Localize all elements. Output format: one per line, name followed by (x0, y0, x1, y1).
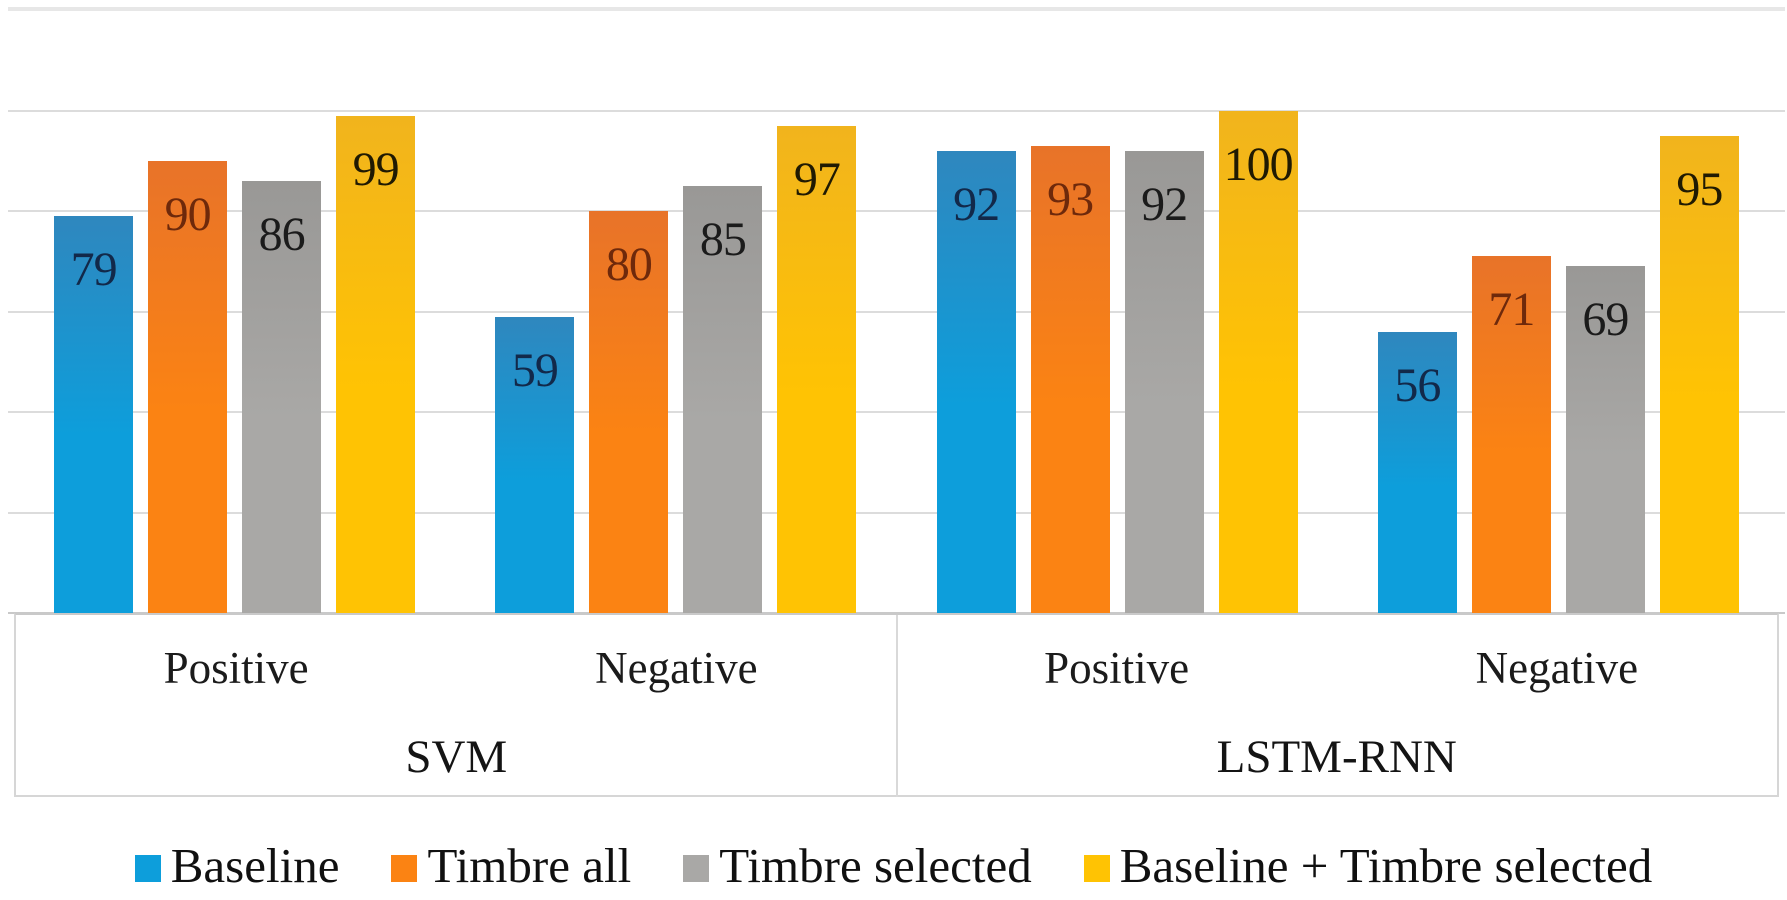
group-label-1: LSTM-RNN (1216, 731, 1457, 783)
gridline-100 (8, 109, 1785, 112)
category-axis-box: Positive Negative Positive Negative SVM LSTM… (14, 613, 1779, 797)
bar-value-label: 59 (511, 343, 559, 397)
category-cluster-2: 92 93 92 100 (897, 10, 1338, 613)
bar-baseline-timbre-selected-0: 99 (336, 115, 416, 613)
bar-value-label: 93 (1047, 172, 1094, 226)
legend-swatch-icon (134, 854, 161, 882)
gridline-80 (8, 210, 1785, 213)
category-label-0: Positive (163, 643, 309, 693)
category-cluster-0: 79 90 86 99 (14, 10, 455, 613)
legend-label: Baseline + Timbre selected (1119, 837, 1653, 893)
bar-value-label: 100 (1223, 137, 1294, 191)
gridline-40 (8, 411, 1785, 414)
bar-baseline-timbre-selected-1: 97 (777, 125, 857, 613)
bars-container: 79 90 86 99 59 80 85 97 92 93 92 100 56 71 69 95 (14, 10, 1779, 613)
bar-timbre-all-2: 93 (1030, 145, 1110, 613)
category-label-2: Positive (1044, 643, 1190, 693)
bar-timbre-all-3: 71 (1471, 256, 1551, 613)
bar-baseline-timbre-selected-3: 95 (1659, 135, 1739, 613)
plot-area: 79 90 86 99 59 80 85 97 92 93 92 100 56 71 69 95 (8, 7, 1785, 614)
bar-value-label: 69 (1582, 293, 1629, 347)
bar-value-label: 97 (793, 152, 841, 206)
bar-timbre-selected-1: 85 (683, 185, 763, 613)
bar-value-label: 71 (1488, 283, 1535, 337)
legend-swatch-icon (391, 854, 418, 882)
bar-timbre-selected-3: 69 (1565, 266, 1645, 613)
bar-value-label: 56 (1394, 358, 1441, 412)
bar-value-label: 86 (258, 207, 306, 261)
category-label-1: Negative (595, 643, 758, 693)
gridline-60 (8, 310, 1785, 313)
category-label-3: Negative (1475, 643, 1639, 693)
bar-value-label: 85 (699, 212, 747, 266)
bar-baseline-3: 56 (1377, 331, 1457, 613)
legend-label: Timbre all (427, 837, 632, 893)
legend-item-timbre-selected: Timbre selected (683, 841, 1032, 890)
bar-baseline-1: 59 (495, 316, 575, 613)
group-label-0: SVM (405, 731, 508, 783)
category-cluster-3: 56 71 69 95 (1338, 10, 1779, 613)
gridline-120 (8, 7, 1785, 11)
legend: Baseline Timbre all Timbre selected Baselin… (0, 834, 1787, 896)
legend-label: Baseline (170, 837, 340, 893)
category-cluster-1: 59 80 85 97 (455, 10, 896, 613)
bar-value-label: 90 (164, 187, 212, 241)
bar-timbre-selected-0: 86 (242, 180, 322, 613)
bar-baseline-timbre-selected-2: 100 (1218, 110, 1298, 613)
legend-item-timbre-all: Timbre all (391, 841, 631, 890)
group-label-row: SVM LSTM-RNN (16, 721, 1777, 793)
bar-value-label: 79 (70, 243, 118, 297)
bar-value-label: 99 (352, 142, 400, 196)
bar-value-label: 92 (1141, 177, 1188, 231)
legend-item-baseline-timbre-selected: Baseline + Timbre selected (1083, 837, 1653, 893)
category-label-row: Positive Negative Positive Negative (16, 615, 1777, 721)
bar-baseline-2: 92 (936, 150, 1016, 613)
group-divider-line (895, 615, 898, 797)
bar-baseline-0: 79 (54, 216, 134, 613)
legend-swatch-icon (683, 854, 710, 882)
legend-label: Timbre selected (719, 837, 1032, 893)
bar-value-label: 92 (953, 177, 1000, 231)
bar-timbre-all-0: 90 (148, 160, 228, 613)
legend-item-baseline: Baseline (134, 837, 340, 893)
bar-timbre-all-1: 80 (589, 211, 669, 613)
legend-swatch-icon (1083, 854, 1110, 882)
gridline-20 (8, 511, 1785, 514)
bar-timbre-selected-2: 92 (1124, 150, 1204, 613)
bar-value-label: 80 (605, 238, 653, 291)
bar-value-label: 95 (1676, 162, 1723, 216)
